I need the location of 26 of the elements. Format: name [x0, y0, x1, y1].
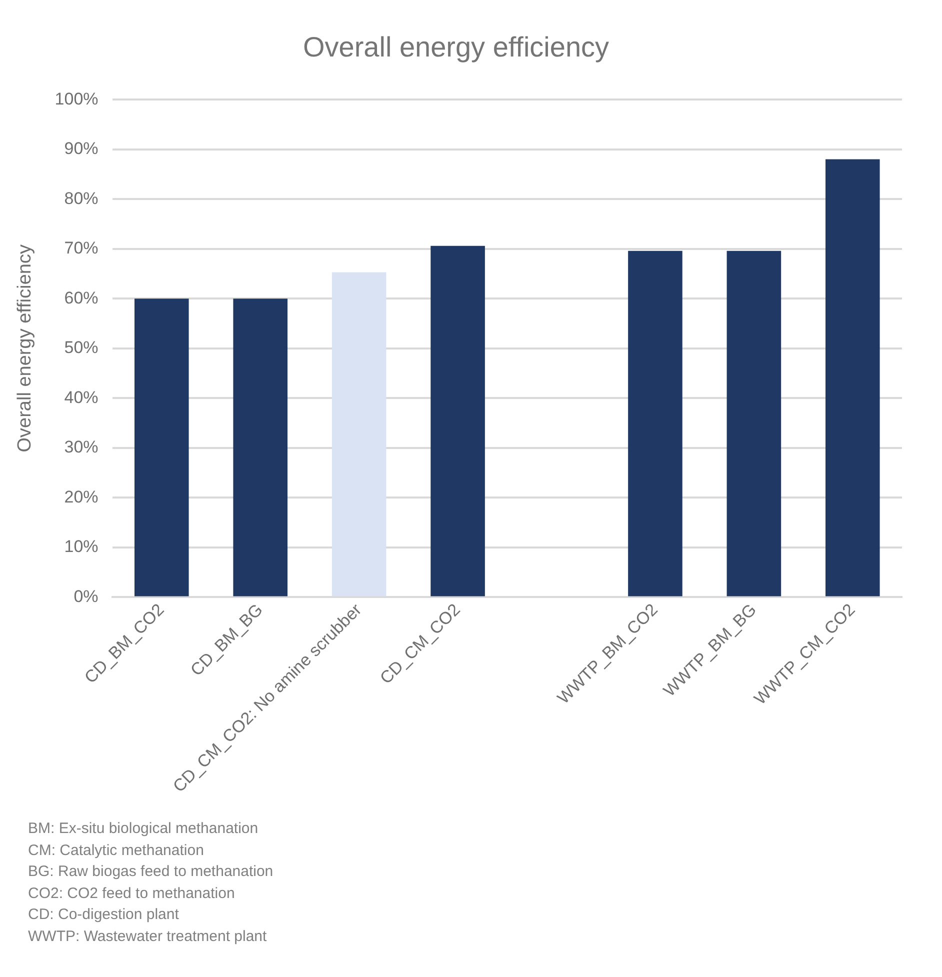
y-tick-label: 10% [64, 537, 98, 556]
bar [134, 298, 189, 596]
y-tick-label: 30% [64, 438, 98, 457]
bar [726, 250, 782, 596]
bar [825, 159, 880, 596]
chart-title: Overall energy efficiency [302, 32, 610, 63]
y-tick-label: 90% [64, 139, 98, 158]
text: BG: Raw biogas feed to methanation [28, 862, 274, 882]
y-tick-label: 70% [64, 238, 98, 258]
y-tick-label: 60% [64, 288, 98, 308]
y-tick-label: 0% [74, 586, 98, 606]
y-tick-label: 100% [54, 89, 98, 108]
y-tick-label: 20% [64, 487, 98, 506]
y-tick-label: 80% [64, 188, 98, 208]
bar [332, 272, 386, 596]
text: CD: Co-digestion plant [28, 905, 180, 925]
bar [628, 250, 682, 596]
y-axis-title: Overall energy efficiency [14, 244, 36, 452]
bar [233, 298, 288, 596]
text: CM: Catalytic methanation [28, 840, 205, 860]
y-tick-label: 40% [64, 388, 98, 407]
bar [430, 246, 485, 596]
text: WWTP: Wastewater treatment plant [28, 926, 268, 946]
text: CO2: CO2 feed to methanation [28, 884, 236, 904]
y-tick-label: 50% [64, 338, 98, 358]
text: BM: Ex-situ biological methanation [28, 819, 260, 839]
